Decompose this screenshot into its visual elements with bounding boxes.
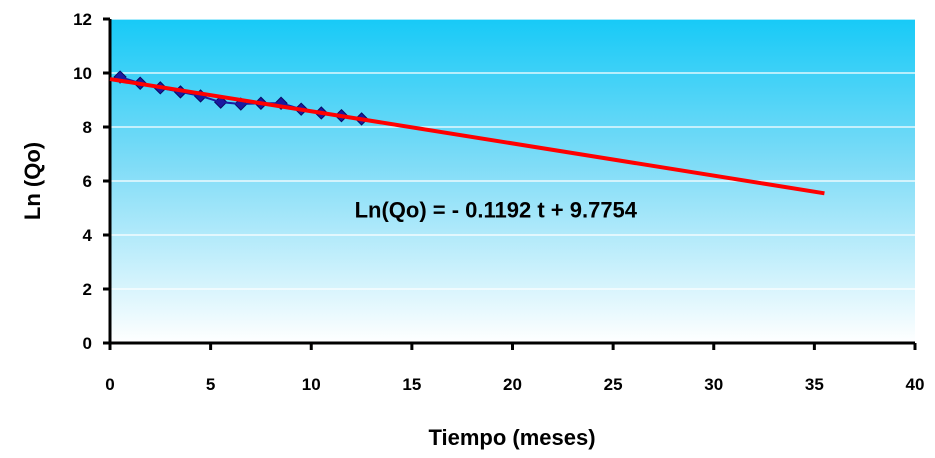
y-tick-label: 10 <box>73 64 92 83</box>
trendline <box>109 77 825 196</box>
x-tick-label: 15 <box>402 375 421 394</box>
x-tick-label: 20 <box>503 375 522 394</box>
x-tick-label: 0 <box>105 375 114 394</box>
x-tick-label: 35 <box>805 375 824 394</box>
gridlines <box>110 18 915 290</box>
y-tick-label: 8 <box>83 118 92 137</box>
trendline-equation: Ln(Qo) = - 0.1192 t + 9.7754 <box>355 197 638 222</box>
trendline-group <box>109 77 825 196</box>
x-axis-title: Tiempo (meses) <box>428 425 595 450</box>
x-tick-label: 30 <box>704 375 723 394</box>
y-axis-title: Ln (Qo) <box>20 142 45 220</box>
y-tick-label: 4 <box>83 226 93 245</box>
y-tick-label: 0 <box>83 334 92 353</box>
x-ticks: 0 5 10 15 20 25 30 35 40 <box>105 343 924 394</box>
y-ticks: 0 2 4 6 8 10 12 <box>73 10 110 353</box>
x-tick-label: 25 <box>604 375 623 394</box>
y-tick-label: 2 <box>83 280 92 299</box>
x-tick-label: 40 <box>906 375 925 394</box>
x-tick-label: 10 <box>302 375 321 394</box>
y-tick-label: 6 <box>83 172 92 191</box>
x-tick-label: 5 <box>206 375 215 394</box>
y-tick-label: 12 <box>73 10 92 29</box>
